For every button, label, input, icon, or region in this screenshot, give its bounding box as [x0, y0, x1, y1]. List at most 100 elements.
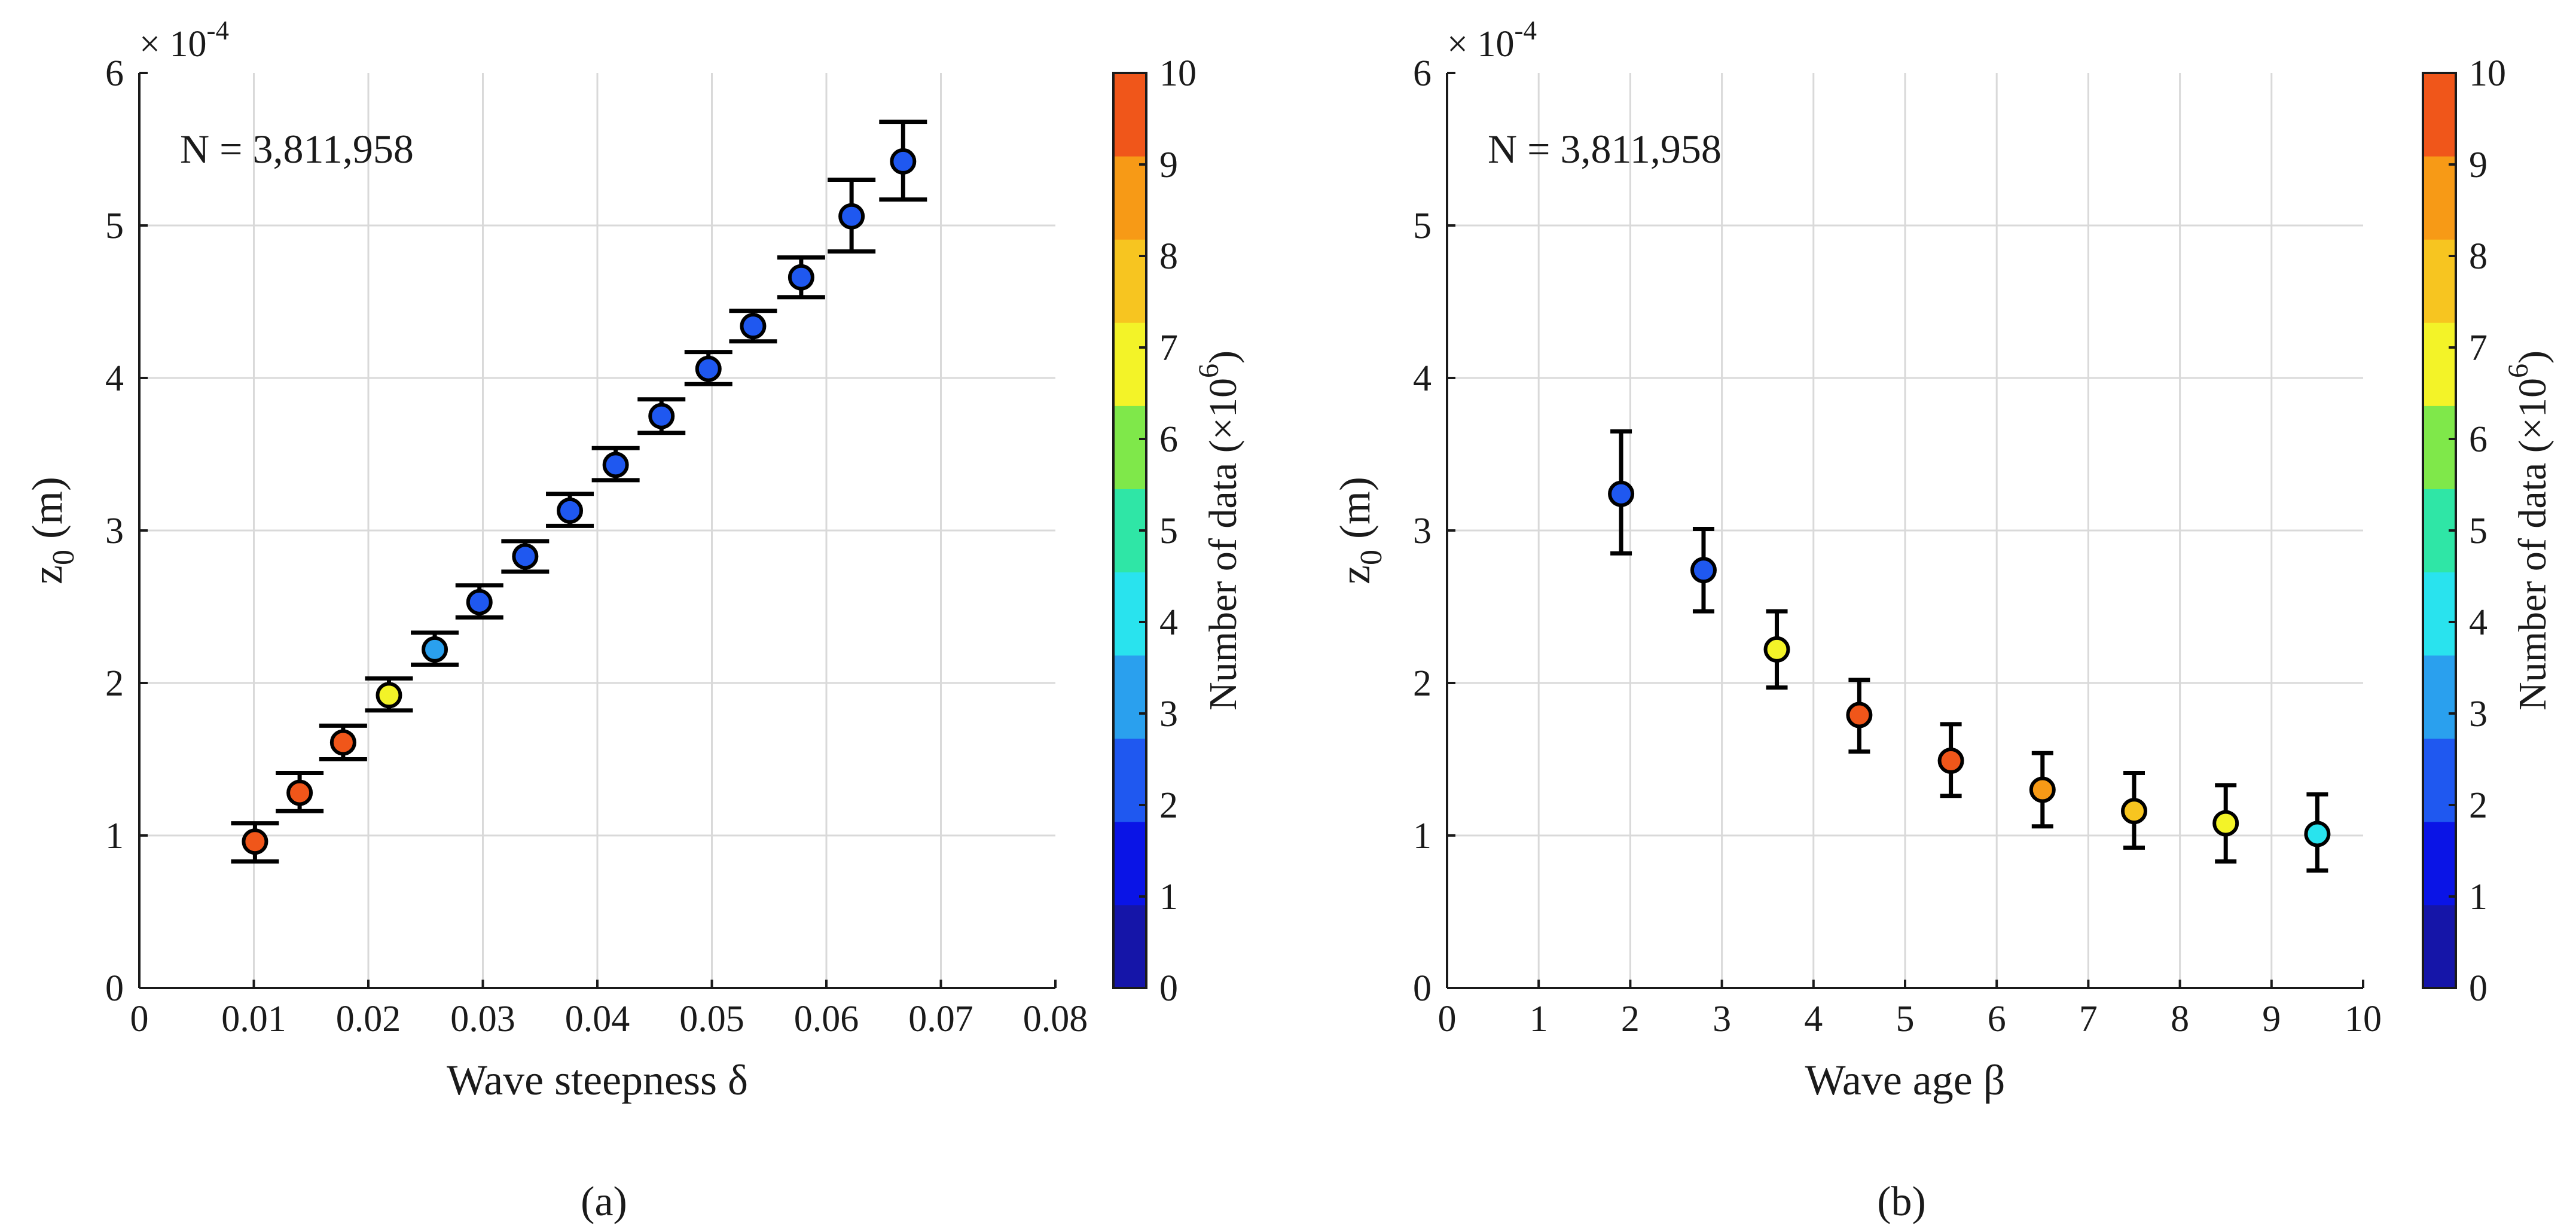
point-marker — [466, 588, 493, 615]
x-tick-label: 3 — [1713, 999, 1731, 1039]
point-marker — [2029, 776, 2056, 803]
colorbar-tick-label: 2 — [2469, 785, 2488, 826]
point-marker — [1608, 480, 1635, 507]
data-point — [319, 723, 367, 761]
colorbar-segment — [1113, 239, 1146, 323]
point-marker — [648, 402, 675, 429]
colorbar-tick-label: 4 — [2469, 602, 2488, 643]
x-tick-label: 0 — [1438, 999, 1457, 1039]
x-tick-label: 7 — [2079, 999, 2098, 1039]
colorbar-segment — [1113, 322, 1146, 406]
colorbar-tick-label: 9 — [2469, 145, 2488, 185]
y-tick-label: 3 — [1413, 511, 1432, 551]
data-point — [231, 821, 279, 864]
colorbar-tick-label: 6 — [2469, 419, 2488, 460]
data-point — [546, 492, 594, 528]
sample-size-annotation: N = 3,811,958 — [180, 126, 414, 172]
panel-label: (b) — [1877, 1179, 1926, 1225]
point-marker — [1937, 748, 1964, 774]
x-tick-label: 0.08 — [1023, 999, 1088, 1039]
colorbar-segment — [2423, 821, 2456, 905]
colorbar-title: Number of data (×106​) — [1193, 350, 1245, 710]
colorbar-segment — [1113, 405, 1146, 489]
colorbar-tick-label: 3 — [1159, 694, 1178, 734]
point-marker — [329, 729, 356, 756]
y-tick-label: 0 — [105, 968, 124, 1009]
data-point — [2304, 792, 2331, 873]
colorbar-tick-label: 2 — [1159, 785, 1178, 826]
point-marker — [788, 264, 814, 291]
data-point — [276, 770, 324, 813]
y-tick-label: 2 — [1413, 663, 1432, 704]
data-point — [365, 676, 413, 713]
data-point — [729, 309, 777, 344]
colorbar-segment — [1113, 904, 1146, 989]
y-tick-label: 1 — [105, 816, 124, 856]
point-marker — [422, 636, 448, 663]
colorbar-segment — [2423, 322, 2456, 406]
colorbar-tick-label: 0 — [1159, 968, 1178, 1009]
colorbar-segment — [1113, 821, 1146, 905]
point-marker — [838, 203, 865, 230]
colorbar-segment — [2423, 239, 2456, 323]
y-tick-label: 4 — [1413, 358, 1432, 399]
point-marker — [512, 543, 539, 570]
point-marker — [2304, 821, 2331, 847]
data-point — [411, 630, 459, 667]
colorbar-segment — [1113, 156, 1146, 240]
colorbar-tick-label: 3 — [2469, 694, 2488, 734]
data-point — [684, 350, 732, 386]
x-tick-label: 0 — [130, 999, 149, 1039]
x-tick-label: 0.04 — [565, 999, 630, 1039]
point-marker — [602, 452, 629, 478]
point-marker — [740, 313, 767, 340]
y-tick-label: 5 — [1413, 206, 1432, 246]
data-point — [828, 178, 876, 254]
x-tick-label: 1 — [1530, 999, 1548, 1039]
sample-size-annotation: N = 3,811,958 — [1488, 126, 1722, 172]
colorbar-segment — [2423, 156, 2456, 240]
point-marker — [890, 148, 917, 175]
colorbar-segment — [2423, 572, 2456, 656]
colorbar: 0 1 2 3 4 5 6 7 8 9 10 Number of data (×106​) — [2422, 53, 2554, 1009]
colorbar-tick-label: 6 — [1159, 419, 1178, 460]
colorbar-segment — [2423, 904, 2456, 989]
data-point — [1608, 429, 1635, 556]
colorbar-tick-label: 10 — [1159, 53, 1197, 94]
colorbar-tick-label: 8 — [2469, 236, 2488, 277]
y-tick-label: 6 — [1413, 53, 1432, 94]
point-marker — [695, 355, 722, 382]
x-tick-label: 9 — [2262, 999, 2281, 1039]
colorbar-segment — [2423, 738, 2456, 822]
colorbar-tick-label: 7 — [1159, 328, 1178, 368]
colorbar-tick-label: 1 — [2469, 877, 2488, 917]
point-marker — [1846, 702, 1873, 728]
x-tick-label: 5 — [1896, 999, 1915, 1039]
colorbar-segment — [1113, 572, 1146, 656]
panel-label: (a) — [581, 1179, 627, 1225]
colorbar-segment — [2423, 405, 2456, 489]
point-marker — [376, 682, 402, 709]
y-tick-label: 2 — [105, 663, 124, 704]
x-tick-label: 0.01 — [221, 999, 286, 1039]
point-marker — [1690, 557, 1717, 584]
x-tick-label: 10 — [2345, 999, 2382, 1039]
colorbar-tick-label: 4 — [1159, 602, 1178, 643]
point-marker — [286, 779, 313, 806]
x-tick-label: 8 — [2171, 999, 2189, 1039]
colorbar-tick-label: 5 — [1159, 511, 1178, 551]
colorbar-segment — [2423, 655, 2456, 739]
x-tick-label: 0.07 — [908, 999, 973, 1039]
x-tick-label: 4 — [1804, 999, 1823, 1039]
colorbar-title: Number of data (×106​) — [2502, 350, 2554, 710]
colorbar-tick-label: 1 — [1159, 877, 1178, 917]
colorbar-tick-label: 10 — [2469, 53, 2506, 94]
y-multiplier-label: × 10-4​ — [1447, 16, 1537, 65]
data-point — [591, 446, 640, 483]
data-point — [637, 397, 686, 435]
colorbar-segment — [1113, 73, 1146, 157]
colorbar-tick-label: 5 — [2469, 511, 2488, 551]
data-point — [1937, 722, 1964, 798]
x-tick-label: 0.02 — [336, 999, 401, 1039]
